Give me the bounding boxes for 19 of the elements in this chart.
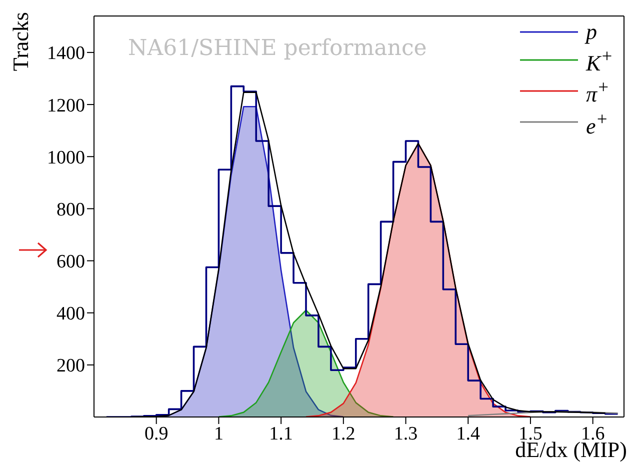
legend-label: e$^{+}$	[586, 108, 608, 138]
y-tick-label: 1400	[47, 43, 85, 64]
x-tick-label: 0.9	[144, 423, 168, 444]
y-tick-label: 800	[56, 199, 85, 220]
y-axis-title: Tracks	[8, 12, 34, 72]
y-tick-label: 400	[56, 304, 85, 325]
y-tick-label: 600	[56, 252, 85, 273]
y-tick-label: 1200	[47, 95, 85, 116]
y-tick-label: 1000	[47, 147, 85, 168]
x-tick-label: 1.4	[456, 423, 480, 444]
annotation: NA61/SHINE performance	[128, 36, 427, 61]
legend-label: p	[586, 19, 597, 44]
x-tick-label: 1.3	[394, 423, 418, 444]
x-tick-label: 1	[214, 423, 224, 444]
y-tick-label: 200	[56, 356, 85, 377]
x-tick-label: 1.2	[332, 423, 356, 444]
legend-label: K$^{+}$	[586, 45, 613, 76]
x-tick-label: 1.1	[269, 423, 293, 444]
legend-label: π$^{+}$	[586, 76, 610, 107]
